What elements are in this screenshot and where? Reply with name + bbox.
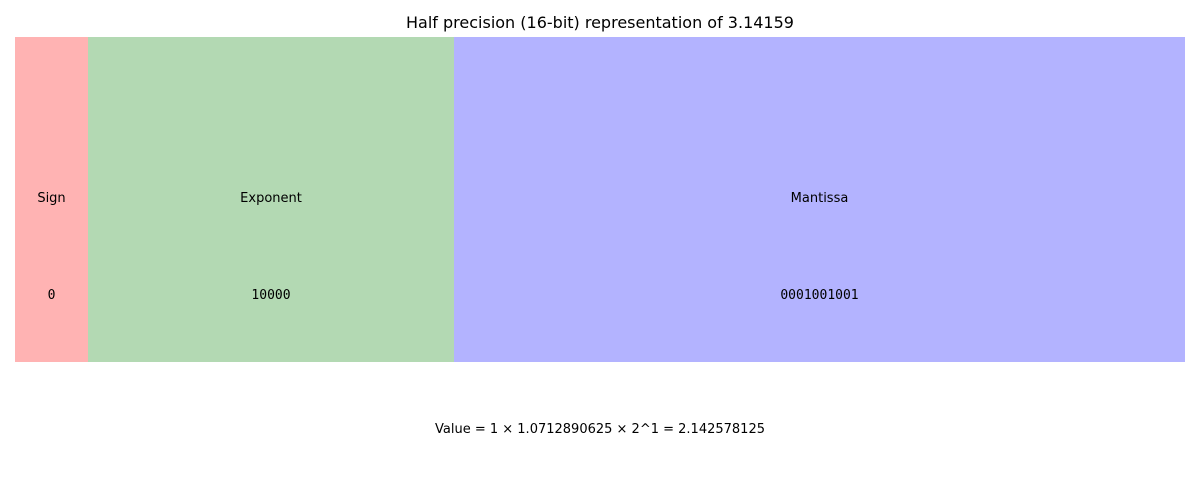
sign-field: Sign 0: [15, 37, 88, 362]
diagram-title: Half precision (16-bit) representation o…: [406, 13, 794, 32]
exponent-bits: 10000: [251, 288, 291, 303]
exponent-label: Exponent: [240, 191, 302, 206]
sign-label: Sign: [37, 191, 66, 206]
value-formula: Value = 1 × 1.0712890625 × 2^1 = 2.14257…: [435, 422, 765, 437]
mantissa-label: Mantissa: [790, 191, 849, 206]
mantissa-field: Mantissa 0001001001: [454, 37, 1185, 362]
sign-bits: 0: [47, 288, 56, 303]
mantissa-bits: 0001001001: [780, 288, 859, 303]
exponent-field: Exponent 10000: [88, 37, 454, 362]
